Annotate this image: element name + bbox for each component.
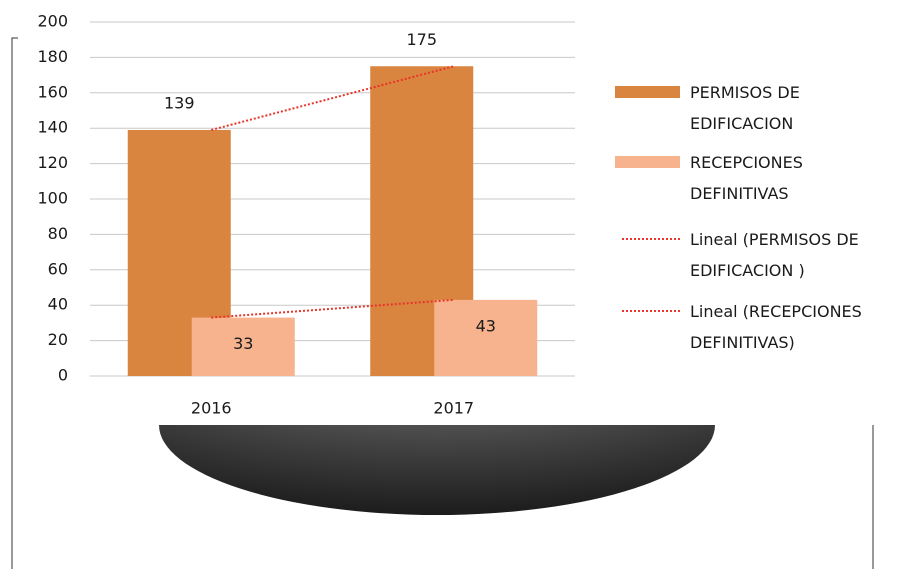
- data-label: 175: [406, 30, 437, 49]
- decoration: [159, 425, 715, 515]
- trend-line: [211, 298, 454, 319]
- y-tick-label: 20: [48, 330, 68, 349]
- bar: [434, 299, 538, 376]
- data-label: 139: [164, 93, 195, 112]
- legend-label: RECEPCIONES DEFINITIVAS: [690, 153, 803, 203]
- y-tick-label: 140: [37, 118, 68, 137]
- y-tick-label: 0: [58, 366, 68, 385]
- y-tick-label: 60: [48, 259, 68, 278]
- data-label: 33: [233, 334, 253, 353]
- legend-swatch: [615, 156, 680, 168]
- x-tick-label: 2016: [191, 399, 232, 418]
- trend-line: [210, 65, 455, 131]
- y-tick-label: 100: [37, 189, 68, 208]
- y-tick-label: 120: [37, 153, 68, 172]
- legend-swatch: [615, 86, 680, 98]
- legend-label: PERMISOS DE EDIFICACION: [690, 83, 800, 133]
- bar: [191, 317, 295, 376]
- y-tick-label: 180: [37, 47, 68, 66]
- y-tick-label: 200: [37, 12, 68, 31]
- x-tick-label: 2017: [433, 399, 474, 418]
- y-tick-label: 160: [37, 82, 68, 101]
- data-label: 43: [476, 316, 496, 335]
- legend-label: Lineal (PERMISOS DE EDIFICACION ): [690, 230, 859, 280]
- legend-label: Lineal (RECEPCIONES DEFINITIVAS): [690, 302, 862, 352]
- y-tick-label: 80: [48, 224, 68, 243]
- frame-left: [11, 37, 18, 569]
- y-tick-label: 40: [48, 295, 68, 314]
